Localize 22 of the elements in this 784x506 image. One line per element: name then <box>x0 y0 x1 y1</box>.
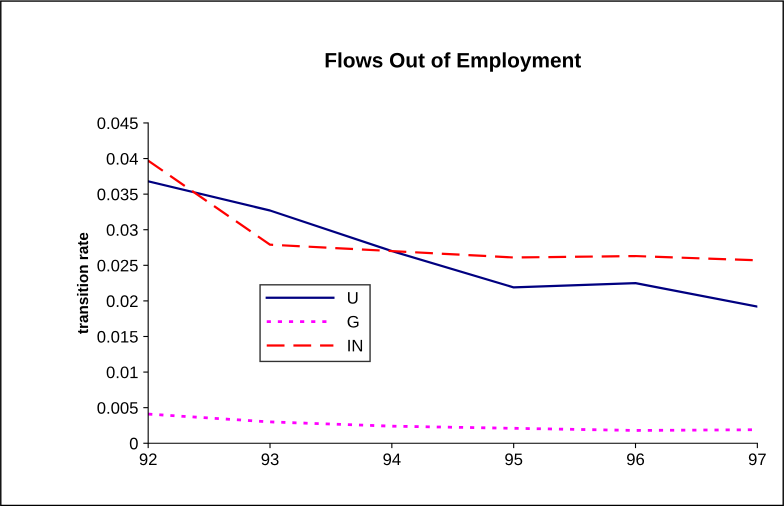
y-tick-label: 0.01 <box>106 366 138 378</box>
x-tick-label: 94 <box>383 453 401 466</box>
x-tick-label: 92 <box>140 453 157 466</box>
y-axis-title: transition rate <box>76 232 88 334</box>
y-tick-label: 0.03 <box>106 224 138 236</box>
y-tick-label: 0.025 <box>97 260 138 272</box>
legend-label: IN <box>348 340 362 352</box>
y-tick-label: 0.02 <box>106 295 138 308</box>
x-tick-label: 97 <box>748 453 766 466</box>
y-tick-label: 0.015 <box>97 330 138 343</box>
legend-label: G <box>348 316 358 328</box>
y-tick-label: 0 <box>130 438 138 450</box>
y-tick-label: 0.045 <box>97 117 138 130</box>
y-tick-label: 0.035 <box>97 188 138 200</box>
x-tick-label: 95 <box>505 453 522 466</box>
line-series <box>148 180 758 308</box>
legend-label: U <box>348 292 358 304</box>
x-tick-label: 93 <box>262 453 279 466</box>
x-tick-label: 96 <box>627 453 644 466</box>
y-tick-label: 0.005 <box>97 402 138 414</box>
chart-title: Flows Out of Employment <box>326 52 581 72</box>
y-tick-label: 0.04 <box>106 152 138 165</box>
